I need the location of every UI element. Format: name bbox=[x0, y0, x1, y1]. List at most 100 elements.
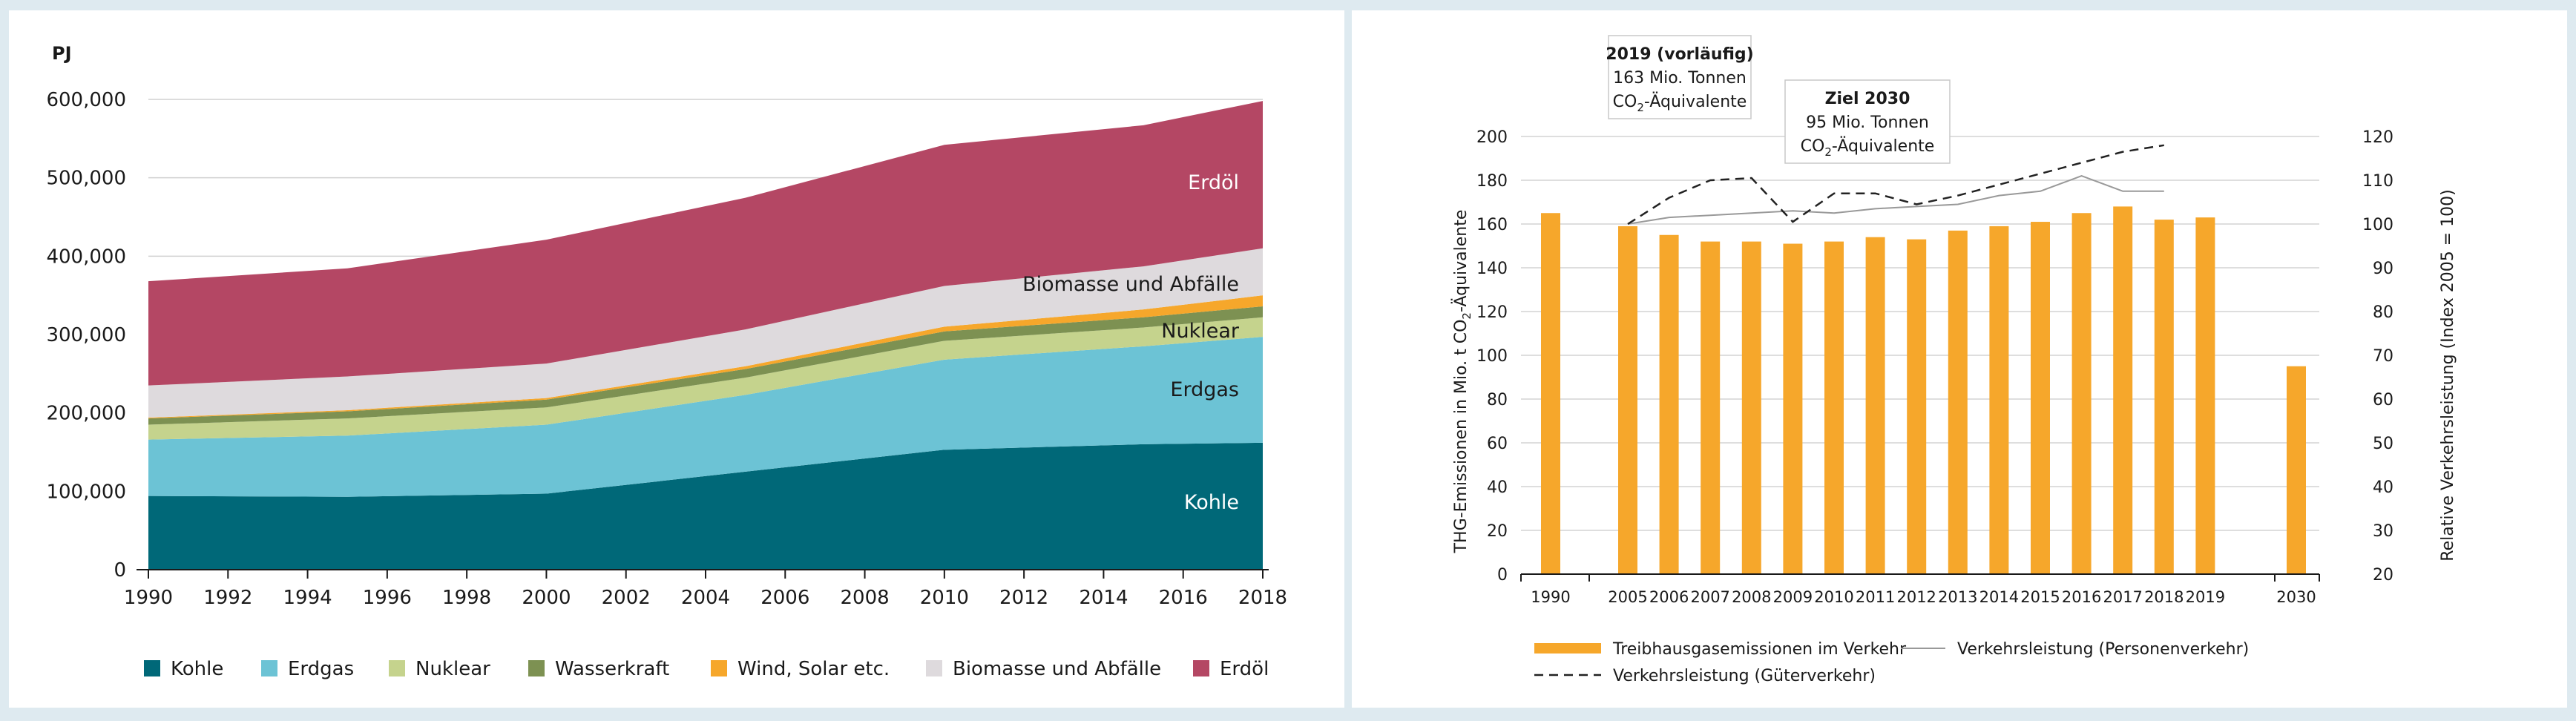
x-tick-label: 2006 bbox=[760, 587, 809, 609]
area-wind-solar-etc- bbox=[148, 295, 1263, 419]
annotation-2019-unit: CO2-Äquivalente bbox=[1613, 92, 1747, 114]
legend-label-biomasse-und-abf-lle: Biomasse und Abfälle bbox=[953, 658, 1161, 680]
x-tick-label: 2007 bbox=[1690, 588, 1729, 606]
y-unit-label: PJ bbox=[52, 43, 72, 64]
x-tick-label: 1990 bbox=[1531, 588, 1570, 606]
y-axis-title: THG-Emissionen in Mio. t CO2-Äquivalente bbox=[1451, 210, 1473, 554]
bar-2016 bbox=[2071, 213, 2092, 574]
y-tick-label: 100 bbox=[1476, 347, 1508, 366]
line-passenger bbox=[1627, 175, 2164, 225]
y2-tick-label: 30 bbox=[2373, 522, 2393, 541]
legend-swatch-nuklear bbox=[389, 660, 405, 676]
y-tick-label: 0 bbox=[1497, 566, 1508, 585]
annotation-2030-title: Ziel 2030 bbox=[1825, 90, 1910, 108]
annotation-2030-value: 95 Mio. Tonnen bbox=[1806, 113, 1929, 132]
legend-label-erdgas: Erdgas bbox=[288, 658, 354, 680]
y-tick-label: 40 bbox=[1487, 478, 1508, 497]
x-tick-label: 2018 bbox=[1238, 587, 1287, 609]
x-tick-label: 2013 bbox=[1938, 588, 1977, 606]
x-tick-label: 2012 bbox=[1896, 588, 1936, 606]
right-chart-panel: 0 20 40 60 80 100 120 140 160 180 200 20 30 40 50 60 70 8… bbox=[1352, 10, 2567, 708]
y-tick-label: 500,000 bbox=[46, 168, 126, 190]
x-tick-label: 2006 bbox=[1649, 588, 1689, 606]
x-tick-label: 2019 bbox=[2186, 588, 2225, 606]
y2-tick-label: 60 bbox=[2373, 391, 2393, 409]
x-tick-label: 2014 bbox=[1079, 587, 1128, 609]
y-tick-label: 400,000 bbox=[46, 246, 126, 268]
transport-emissions-chart: 0204060801001201401601802002030405060708… bbox=[1451, 35, 2457, 685]
y2-tick-label: 70 bbox=[2373, 347, 2393, 366]
y2-tick-label: 120 bbox=[2362, 128, 2393, 147]
x-tick-label: 2005 bbox=[1608, 588, 1647, 606]
y2-tick-label: 20 bbox=[2373, 566, 2393, 585]
legend-swatch-erdgas bbox=[261, 660, 277, 676]
bar-2019 bbox=[2195, 217, 2215, 574]
y2-tick-label: 50 bbox=[2373, 435, 2393, 453]
energy-area-chart: PJ 0 100,000 200,000 300,000 400,000 500,000 6… bbox=[46, 43, 1287, 680]
x-tick-label: 2008 bbox=[840, 587, 889, 609]
x-tick-label: 2014 bbox=[1979, 588, 2019, 606]
annotation-2019-value: 163 Mio. Tonnen bbox=[1613, 69, 1747, 88]
bar-2008 bbox=[1741, 241, 1761, 574]
x-tick-label: 2004 bbox=[681, 587, 730, 609]
y-tick-label: 200,000 bbox=[46, 403, 126, 425]
bar-2005 bbox=[1618, 225, 1637, 574]
legend-label-wasserkraft: Wasserkraft bbox=[555, 658, 669, 680]
y2-tick-label: 110 bbox=[2362, 172, 2393, 191]
y-tick-label: 80 bbox=[1487, 391, 1508, 409]
x-tick-label: 2030 bbox=[2276, 588, 2316, 606]
bar-2018 bbox=[2154, 220, 2174, 574]
x-tick-label: 2016 bbox=[2062, 588, 2101, 606]
annotation-2030: Ziel 2030 95 Mio. Tonnen CO2-Äquivalente bbox=[1784, 79, 1951, 164]
legend-swatch-kohle bbox=[144, 660, 160, 676]
bar-2011 bbox=[1865, 237, 1885, 574]
area-erd-l bbox=[148, 101, 1263, 386]
bar-2012 bbox=[1907, 239, 1927, 574]
bar-2015 bbox=[2031, 222, 2050, 574]
area-nuklear bbox=[148, 317, 1263, 440]
inline-label-erdoel: Erdöl bbox=[1188, 171, 1239, 194]
legend-label-passenger: Verkehrsleistung (Personenverkehr) bbox=[1957, 640, 2249, 659]
x-tick-label: 2011 bbox=[1856, 588, 1895, 606]
y-tick-label: 160 bbox=[1476, 216, 1508, 234]
y2-tick-label: 40 bbox=[2373, 478, 2393, 497]
x-tick-label: 2012 bbox=[999, 587, 1048, 609]
legend-swatch-wasserkraft bbox=[528, 660, 545, 676]
area-wasserkraft bbox=[148, 306, 1263, 425]
right-legend: Treibhausgasemissionen im Verkehr Verkeh… bbox=[1534, 640, 2249, 685]
x-tick-label: 1996 bbox=[363, 587, 412, 609]
y-tick-label: 300,000 bbox=[46, 324, 126, 346]
y-tick-label: 600,000 bbox=[46, 89, 126, 111]
legend-label-emissions: Treibhausgasemissionen im Verkehr bbox=[1612, 640, 1907, 659]
y2-tick-label: 100 bbox=[2362, 216, 2393, 234]
x-tick-label: 2018 bbox=[2144, 588, 2184, 606]
bar-2010 bbox=[1824, 241, 1844, 574]
y-tick-label: 100,000 bbox=[46, 481, 126, 503]
y-tick-label: 60 bbox=[1487, 435, 1508, 453]
legend-swatch-biomasse-und-abf-lle bbox=[926, 660, 942, 676]
area-kohle bbox=[148, 442, 1263, 570]
legend-label-erd-l: Erdöl bbox=[1220, 658, 1269, 680]
inline-label-biomasse: Biomasse und Abfälle bbox=[1022, 273, 1239, 296]
bar-1990 bbox=[1541, 213, 1560, 574]
inline-label-erdgas: Erdgas bbox=[1170, 378, 1239, 401]
area-biomasse-und-abf-lle bbox=[148, 248, 1263, 418]
x-tick-label: 1990 bbox=[124, 587, 173, 609]
y-tick-label: 0 bbox=[114, 559, 126, 582]
line-freight bbox=[1627, 144, 2164, 225]
annotation-2030-unit: CO2-Äquivalente bbox=[1801, 136, 1935, 159]
annotation-2019: 2019 (vorläufig) 163 Mio. Tonnen CO2-Äqu… bbox=[1606, 35, 1754, 119]
y-tick-label: 20 bbox=[1487, 522, 1508, 541]
x-tick-label: 2017 bbox=[2103, 588, 2142, 606]
bar-2017 bbox=[2113, 206, 2133, 574]
y-tick-label: 140 bbox=[1476, 260, 1508, 278]
x-tick-label: 2002 bbox=[602, 587, 651, 609]
legend-label-kohle: Kohle bbox=[171, 658, 223, 680]
x-tick-label: 2008 bbox=[1732, 588, 1771, 606]
y-tick-label: 200 bbox=[1476, 128, 1508, 147]
y2-tick-label: 80 bbox=[2373, 303, 2393, 322]
area-erdgas bbox=[148, 337, 1263, 497]
left-chart-panel: PJ 0 100,000 200,000 300,000 400,000 500,000 6… bbox=[9, 10, 1344, 708]
bar-2013 bbox=[1948, 230, 1968, 574]
bar-2030 bbox=[2287, 366, 2306, 574]
